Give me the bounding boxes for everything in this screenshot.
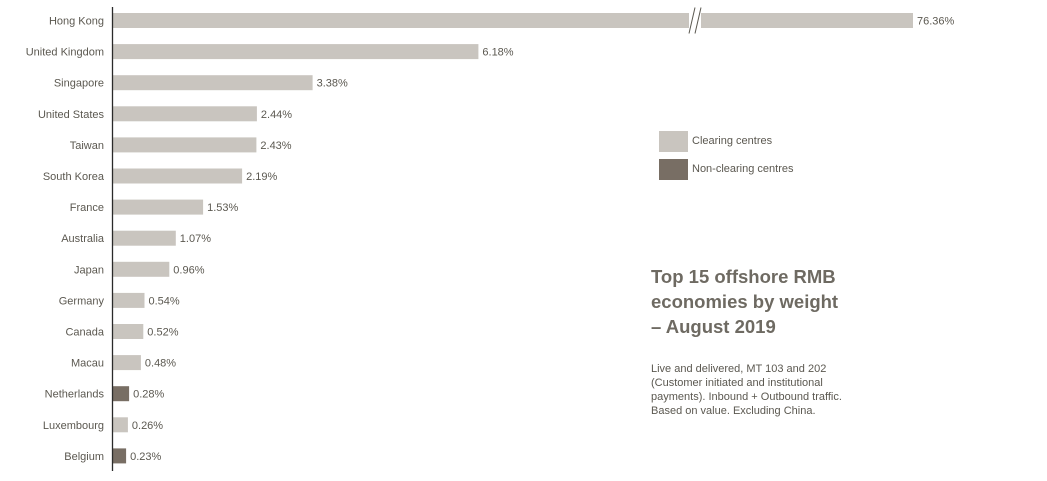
category-label: Japan [74, 264, 104, 276]
value-label: 3.38% [317, 78, 348, 90]
value-label: 2.44% [261, 109, 292, 121]
value-label: 76.36% [917, 16, 955, 28]
bar-australia [112, 230, 176, 246]
category-label: France [70, 202, 104, 214]
legend-item-clearing: Clearing centres [659, 130, 794, 152]
chart-subtitle: Live and delivered, MT 103 and 202 (Cust… [651, 362, 891, 418]
bar-macau [112, 355, 141, 371]
chart-subtitle-line: (Customer initiated and institutional [651, 377, 823, 389]
chart-title-line: economies by weight [651, 291, 839, 312]
category-label: United Kingdom [26, 47, 104, 59]
legend-label-non-clearing: Non-clearing centres [692, 163, 794, 175]
category-label: Australia [61, 233, 105, 245]
axis-break-mark [688, 7, 702, 34]
bar-canada [112, 324, 144, 339]
legend-swatch-non-clearing [659, 158, 688, 180]
value-label: 1.53% [207, 202, 238, 214]
value-label: 6.18% [482, 47, 513, 59]
bar-japan [112, 261, 170, 277]
value-label: 0.52% [147, 327, 178, 339]
chart-title-line: – August 2019 [651, 316, 776, 337]
category-label: Canada [65, 327, 104, 339]
bar-hong-kong [112, 13, 913, 28]
category-label: South Korea [43, 171, 105, 183]
bar-south-korea [112, 168, 243, 184]
category-label: Singapore [54, 78, 104, 90]
value-label: 0.48% [145, 358, 176, 370]
bar-belgium [112, 448, 127, 464]
value-label: 0.54% [149, 295, 180, 307]
chart-title: Top 15 offshore RMB economies by weight … [651, 264, 891, 339]
category-label: Luxembourg [43, 420, 104, 432]
chart-title-line: Top 15 offshore RMB [651, 266, 836, 287]
bar-france [112, 199, 204, 215]
legend-swatch-clearing [659, 130, 688, 152]
category-label: United States [38, 109, 105, 121]
bar-taiwan [112, 137, 257, 153]
category-label: Macau [71, 358, 104, 370]
category-label: Taiwan [70, 140, 104, 152]
bar-germany [112, 292, 145, 308]
bar-united-states [112, 106, 257, 122]
category-label: Netherlands [45, 389, 105, 401]
bar-united-kingdom [112, 44, 479, 60]
value-label: 0.23% [130, 451, 161, 463]
category-label: Germany [59, 295, 105, 307]
category-label: Hong Kong [49, 16, 104, 28]
legend-label-clearing: Clearing centres [692, 135, 773, 147]
bar-netherlands [112, 386, 130, 402]
value-label: 2.43% [260, 140, 291, 152]
chart-subtitle-line: Live and delivered, MT 103 and 202 [651, 363, 827, 375]
legend-item-non-clearing: Non-clearing centres [659, 158, 794, 180]
value-label: 0.96% [173, 264, 204, 276]
category-label: Belgium [64, 451, 104, 463]
value-label: 0.28% [133, 389, 164, 401]
chart-subtitle-line: Based on value. Excluding China. [651, 405, 816, 417]
bar-singapore [112, 75, 313, 91]
bar-luxembourg [112, 417, 128, 433]
value-label: 0.26% [132, 420, 163, 432]
legend: Clearing centres Non-clearing centres [659, 130, 794, 186]
chart-subtitle-line: payments). Inbound + Outbound traffic. [651, 391, 842, 403]
value-label: 2.19% [246, 171, 277, 183]
value-label: 1.07% [180, 233, 211, 245]
